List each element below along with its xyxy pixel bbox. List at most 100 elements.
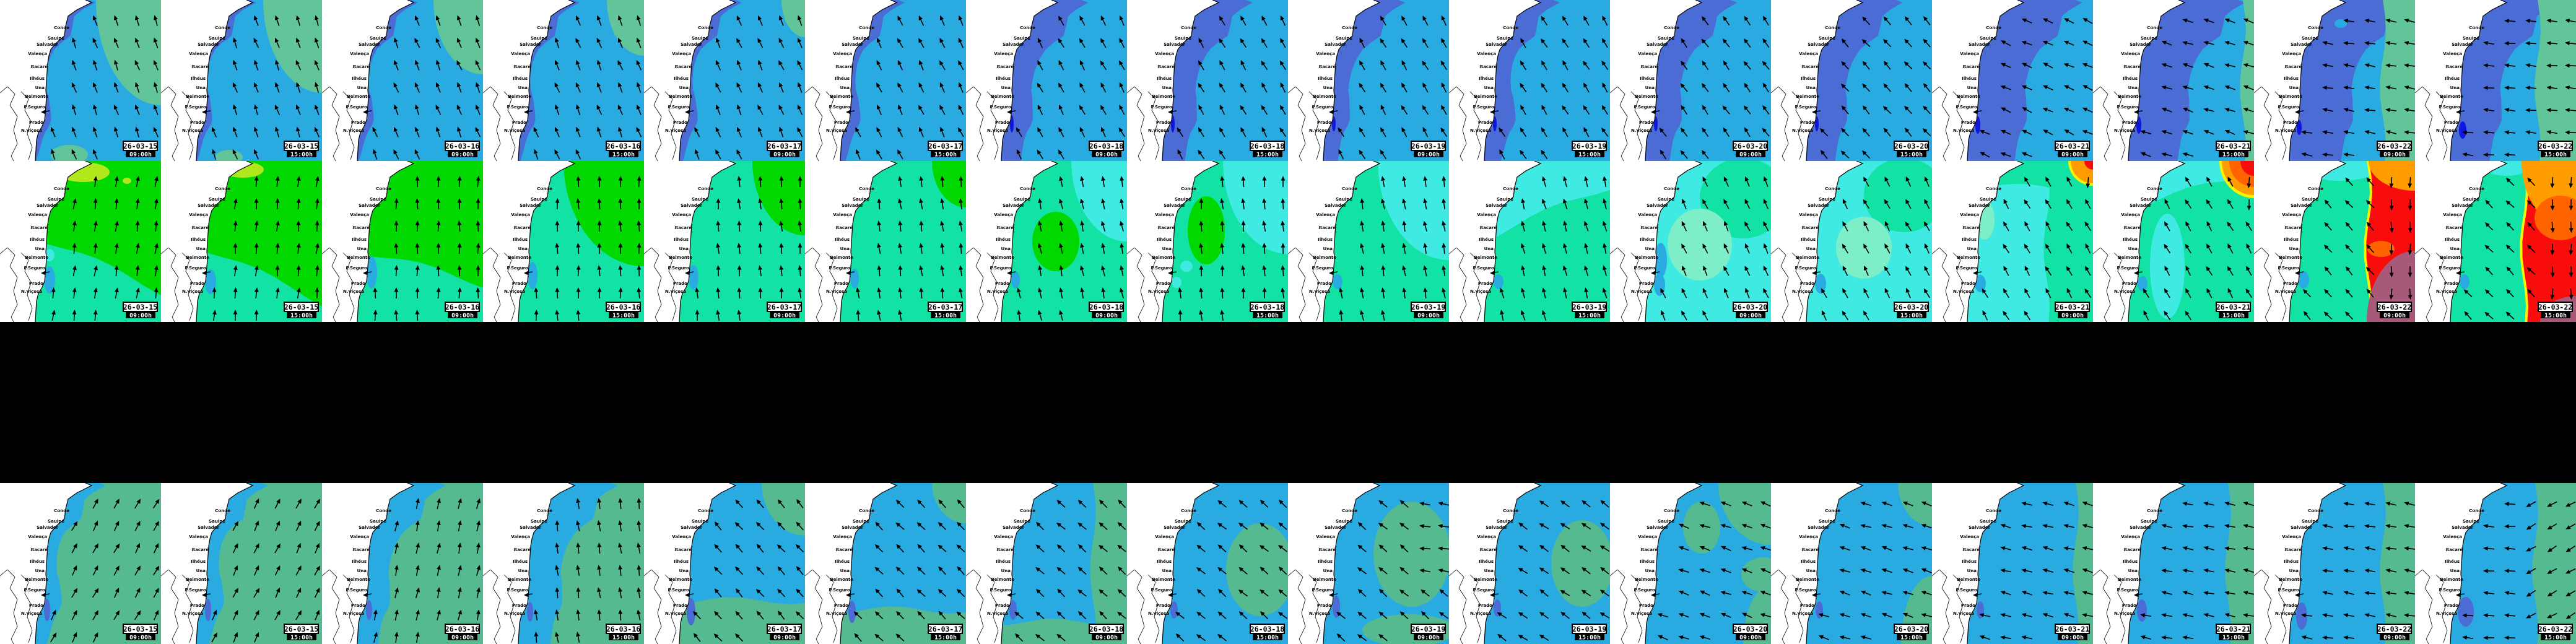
forecast-tile-wind-26-03-15-15:00h[interactable]: Conde Sauipe Salvador Valença Itacaré Ilhéus U… — [161, 161, 322, 322]
forecast-tile-wind-26-03-22-15:00h[interactable]: Conde Sauipe Salvador Valença Itacaré Ilhéus U… — [2415, 161, 2576, 322]
wind-arrow-icon — [1238, 567, 1248, 575]
forecast-tile-swell-26-03-16-09:00h[interactable]: Conde Sauipe Salvador Valença Itacaré Ilhéus U… — [322, 483, 483, 644]
state-border-line — [0, 247, 18, 322]
place-label-pseguro: P.Seguro — [2439, 105, 2460, 110]
forecast-tile-wave-26-03-17-15:00h[interactable]: Conde Sauipe Salvador Valença Itacaré Ilhéus U… — [805, 0, 966, 161]
forecast-tile-wave-26-03-22-09:00h[interactable]: Conde Sauipe Salvador Valença Itacaré Ilhéus U… — [2254, 0, 2415, 161]
forecast-tile-wave-26-03-20-15:00h[interactable]: Conde Sauipe Salvador Valença Itacaré Ilhéus U… — [1771, 0, 1932, 161]
forecast-tile-wave-26-03-15-09:00h[interactable]: Conde Sauipe Salvador Valença Itacaré Ilhéus U… — [0, 0, 161, 161]
forecast-tile-swell-26-03-21-15:00h[interactable]: Conde Sauipe Salvador Valença Itacaré Ilhéus U… — [2093, 483, 2254, 644]
sea-color-patch — [1032, 212, 1079, 271]
wind-arrow-icon — [1423, 198, 1427, 210]
forecast-tile-swell-26-03-19-09:00h[interactable]: Conde Sauipe Salvador Valença Itacaré Ilhéus U… — [1288, 483, 1449, 644]
wind-arrow-icon — [2003, 243, 2010, 254]
wind-arrow-icon — [1442, 220, 1446, 232]
forecast-tile-wave-26-03-19-15:00h[interactable]: Conde Sauipe Salvador Valença Itacaré Ilhéus U… — [1449, 0, 1610, 161]
wind-arrow-icon — [437, 542, 441, 554]
forecast-tile-wind-26-03-16-15:00h[interactable]: Conde Sauipe Salvador Valença Itacaré Ilhéus U… — [483, 161, 644, 322]
wind-arrow-icon — [414, 149, 420, 160]
place-label-nviosa: N.Viçosa — [2275, 289, 2296, 294]
wind-arrow-icon — [2045, 288, 2052, 298]
forecast-tile-wave-26-03-20-09:00h[interactable]: Conde Sauipe Salvador Valença Itacaré Ilhéus U… — [1610, 0, 1771, 161]
wind-arrow-icon — [2404, 130, 2415, 135]
wind-arrow-icon — [597, 176, 602, 188]
place-label-ilhus: Ilhéus — [30, 76, 45, 81]
forecast-tile-wind-26-03-22-09:00h[interactable]: Conde Sauipe Salvador Valença Itacaré Ilhéus U… — [2254, 161, 2415, 322]
forecast-tile-wave-26-03-18-09:00h[interactable]: Conde Sauipe Salvador Valença Itacaré Ilhéus U… — [966, 0, 1127, 161]
land-area — [2254, 0, 2346, 161]
place-label-valena: Valença — [1155, 51, 1174, 56]
forecast-tile-wave-26-03-22-15:00h[interactable]: Conde Sauipe Salvador Valença Itacaré Ilhéus U… — [2415, 0, 2576, 161]
wind-arrow-icon — [1763, 221, 1769, 232]
forecast-tile-swell-26-03-17-09:00h[interactable]: Conde Sauipe Salvador Valença Itacaré Ilhéus U… — [644, 483, 805, 644]
wind-arrow-icon — [1281, 198, 1286, 210]
wind-arrow-icon — [958, 127, 964, 137]
wind-arrow-icon — [597, 565, 602, 577]
forecast-tile-swell-26-03-22-15:00h[interactable]: Conde Sauipe Salvador Valença Itacaré Ilhéus U… — [2415, 483, 2576, 644]
forecast-tile-wind-26-03-21-15:00h[interactable]: Conde Sauipe Salvador Valença Itacaré Ilhéus U… — [2093, 161, 2254, 322]
forecast-tile-swell-26-03-20-15:00h[interactable]: Conde Sauipe Salvador Valença Itacaré Ilhéus U… — [1771, 483, 1932, 644]
forecast-tile-wind-26-03-16-09:00h[interactable]: Conde Sauipe Salvador Valença Itacaré Ilhéus U… — [322, 161, 483, 322]
corner-patch — [932, 161, 966, 207]
date-badge: 26-03-17 — [928, 142, 962, 150]
forecast-tile-wind-26-03-15-09:00h[interactable]: Conde Sauipe Salvador Valença Itacaré Ilhéus U… — [0, 161, 161, 322]
forecast-tile-swell-26-03-18-09:00h[interactable]: Conde Sauipe Salvador Valença Itacaré Ilhéus U… — [966, 483, 1127, 644]
forecast-tile-wave-26-03-21-15:00h[interactable]: Conde Sauipe Salvador Valença Itacaré Ilhéus U… — [2093, 0, 2254, 161]
forecast-tile-wave-26-03-17-09:00h[interactable]: Conde Sauipe Salvador Valença Itacaré Ilhéus U… — [644, 0, 805, 161]
forecast-tile-swell-26-03-20-09:00h[interactable]: Conde Sauipe Salvador Valença Itacaré Ilhéus U… — [1610, 483, 1771, 644]
forecast-tile-swell-26-03-19-15:00h[interactable]: Conde Sauipe Salvador Valença Itacaré Ilhéus U… — [1449, 483, 1610, 644]
wind-arrow-icon — [2161, 613, 2173, 617]
forecast-tile-swell-26-03-21-09:00h[interactable]: Conde Sauipe Salvador Valença Itacaré Ilhéus U… — [1932, 483, 2093, 644]
wind-arrow-icon — [2066, 221, 2073, 232]
forecast-tile-wind-26-03-21-09:00h[interactable]: Conde Sauipe Salvador Valença Itacaré Ilhéus U… — [1932, 161, 2093, 322]
forecast-tile-wind-26-03-20-15:00h[interactable]: Conde Sauipe Salvador Valença Itacaré Ilhéus U… — [1771, 161, 1932, 322]
forecast-tile-wave-26-03-16-09:00h[interactable]: Conde Sauipe Salvador Valença Itacaré Ilhéus U… — [322, 0, 483, 161]
wind-arrow-icon — [736, 82, 742, 93]
place-label-ilhus: Ilhéus — [1318, 559, 1333, 564]
place-label-una: Una — [1323, 85, 1333, 90]
state-border-line — [664, 252, 677, 321]
wind-arrow-icon — [233, 104, 238, 115]
wind-arrow-icon — [232, 59, 238, 71]
forecast-tile-wind-26-03-18-15:00h[interactable]: Conde Sauipe Salvador Valença Itacaré Ilhéus U… — [1127, 161, 1288, 322]
forecast-tile-swell-26-03-17-15:00h[interactable]: Conde Sauipe Salvador Valença Itacaré Ilhéus U… — [805, 483, 966, 644]
forecast-tile-wind-26-03-20-09:00h[interactable]: Conde Sauipe Salvador Valença Itacaré Ilhéus U… — [1610, 161, 1771, 322]
forecast-tile-swell-26-03-15-09:00h[interactable]: Conde Sauipe Salvador Valença Itacaré Ilhéus U… — [0, 483, 161, 644]
wind-arrow-icon — [2504, 130, 2516, 135]
forecast-tile-swell-26-03-18-15:00h[interactable]: Conde Sauipe Salvador Valença Itacaré Ilhéus U… — [1127, 483, 1288, 644]
wind-arrow-icon — [232, 82, 238, 93]
forecast-tile-wave-26-03-21-09:00h[interactable]: Conde Sauipe Salvador Valença Itacaré Ilhéus U… — [1932, 0, 2093, 161]
time-badge-box — [2058, 633, 2087, 640]
state-border-line — [342, 574, 355, 643]
forecast-tile-swell-26-03-15-15:00h[interactable]: Conde Sauipe Salvador Valença Itacaré Ilhéus U… — [161, 483, 322, 644]
wind-arrow-icon — [1280, 105, 1286, 115]
forecast-tile-wave-26-03-15-15:00h[interactable]: Conde Sauipe Salvador Valença Itacaré Ilhéus U… — [161, 0, 322, 161]
wind-arrow-icon — [735, 588, 743, 598]
wind-arrow-icon — [2364, 41, 2376, 46]
wind-arrow-icon — [1723, 266, 1730, 276]
forecast-tile-wave-26-03-19-09:00h[interactable]: Conde Sauipe Salvador Valença Itacaré Ilhéus U… — [1288, 0, 1449, 161]
forecast-map: CondeSauipeSalvadorValençaItacaréIlhéusU… — [966, 161, 1127, 322]
wind-arrow-icon — [2504, 85, 2516, 90]
forecast-tile-wind-26-03-19-15:00h[interactable]: Conde Sauipe Salvador Valença Itacaré Ilhéus U… — [1449, 161, 1610, 322]
wind-arrow-icon — [1277, 612, 1287, 619]
wind-arrow-icon — [756, 611, 764, 620]
forecast-tile-swell-26-03-22-09:00h[interactable]: Conde Sauipe Salvador Valença Itacaré Ilhéus U… — [2254, 483, 2415, 644]
forecast-tile-wind-26-03-17-09:00h[interactable]: Conde Sauipe Salvador Valença Itacaré Ilhéus U… — [644, 161, 805, 322]
forecast-tile-swell-26-03-16-15:00h[interactable]: Conde Sauipe Salvador Valença Itacaré Ilhéus U… — [483, 483, 644, 644]
wind-arrow-icon — [1744, 127, 1751, 137]
forecast-tile-wind-26-03-19-09:00h[interactable]: Conde Sauipe Salvador Valença Itacaré Ilhéus U… — [1288, 161, 1449, 322]
place-label-sauipe: Sauipe — [1175, 197, 1191, 202]
forecast-tile-wind-26-03-17-15:00h[interactable]: Conde Sauipe Salvador Valença Itacaré Ilhéus U… — [805, 161, 966, 322]
wind-arrow-icon — [2389, 176, 2394, 188]
wind-arrow-icon — [896, 588, 904, 598]
state-border-line — [805, 247, 823, 322]
wind-arrow-icon — [1863, 176, 1869, 187]
forecast-tile-wind-26-03-18-09:00h[interactable]: Conde Sauipe Salvador Valença Itacaré Ilhéus U… — [966, 161, 1127, 322]
forecast-tile-wave-26-03-18-15:00h[interactable]: Conde Sauipe Salvador Valença Itacaré Ilhéus U… — [1127, 0, 1288, 161]
place-label-valena: Valença — [511, 51, 530, 56]
place-label-valena: Valença — [2121, 534, 2140, 539]
place-label-itacar: Itacaré — [352, 64, 370, 69]
forecast-tile-wave-26-03-16-15:00h[interactable]: Conde Sauipe Salvador Valença Itacaré Ilhéus U… — [483, 0, 644, 161]
wind-arrow-icon — [113, 37, 119, 48]
